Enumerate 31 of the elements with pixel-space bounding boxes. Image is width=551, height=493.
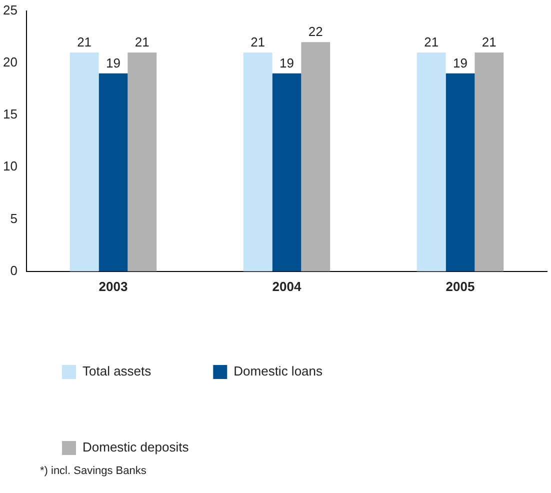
bar (98, 73, 128, 272)
data-label: 19 (453, 55, 468, 70)
bar (446, 73, 475, 272)
data-label: 21 (250, 34, 266, 50)
data-label: 21 (482, 34, 496, 50)
legend-label: Domestic deposits (82, 440, 190, 455)
bar (301, 42, 330, 272)
y-tick-label: 10 (2, 158, 18, 174)
y-tick-label: 0 (10, 262, 18, 278)
legend-label: Total assets (82, 364, 152, 379)
legend-label: Domestic loans (234, 364, 324, 379)
x-tick-label: 2005 (446, 278, 475, 294)
data-label: 21 (424, 34, 439, 50)
data-label: 19 (279, 55, 294, 70)
data-label: 19 (106, 55, 120, 70)
x-tick-label: 2003 (98, 278, 128, 294)
data-label: 21 (134, 34, 150, 50)
x-tick-label: 2004 (272, 278, 302, 294)
bar (128, 52, 157, 272)
y-tick-label: 5 (10, 210, 18, 226)
y-tick-label: 20 (2, 54, 18, 70)
bar (272, 73, 302, 272)
data-label: 21 (77, 34, 92, 50)
y-tick-label: 25 (2, 2, 18, 18)
y-tick-label: 15 (2, 106, 18, 122)
bar (474, 52, 504, 272)
text: *) incl. Savings Banks (39, 465, 148, 477)
bar (70, 52, 99, 272)
bar (243, 52, 272, 272)
bar (416, 52, 446, 272)
data-label: 22 (308, 24, 323, 40)
